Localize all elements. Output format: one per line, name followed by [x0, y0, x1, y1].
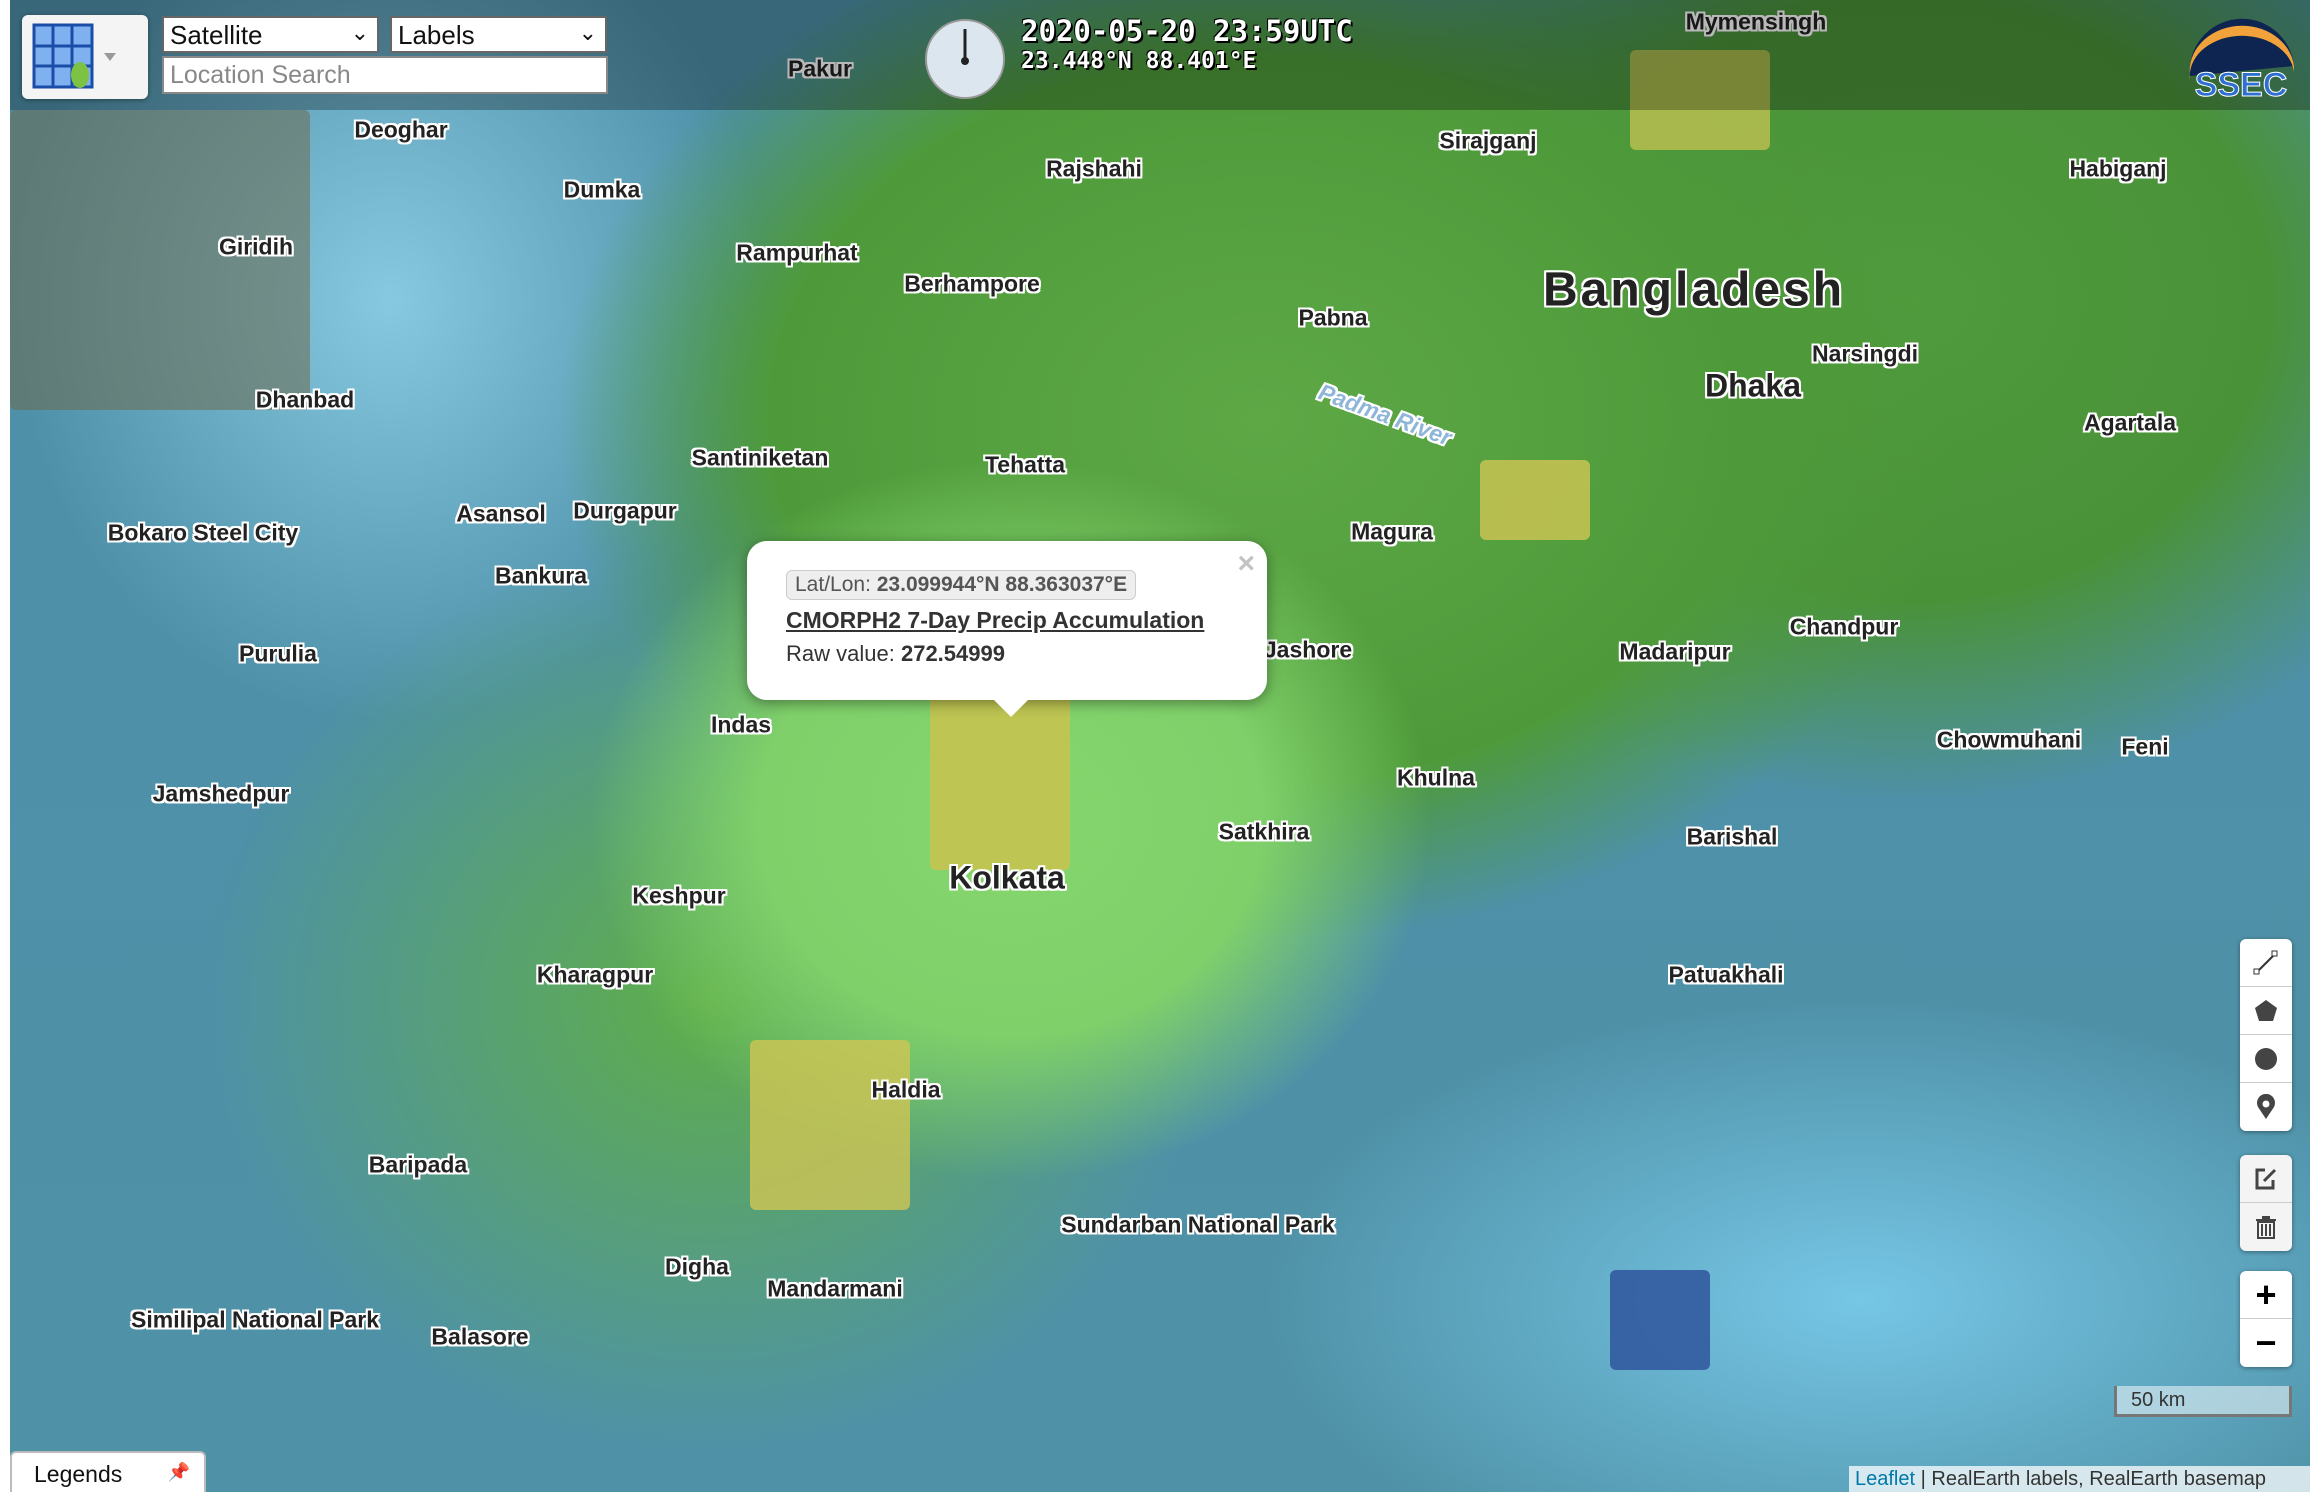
precip-dark-blue-area: [1610, 1270, 1710, 1370]
map-label: Dumka: [563, 176, 641, 203]
map-label: Bokaro Steel City: [107, 519, 299, 546]
map-canvas[interactable]: Bangladesh Dhaka Kolkata Khulna Rajshahi…: [10, 0, 2310, 1492]
basemap-select-value: Satellite: [170, 20, 263, 50]
land-satellite-area: [10, 110, 310, 410]
map-label: Balasore: [431, 1323, 529, 1350]
cursor-coords: 23.448°N 88.401°E: [1021, 48, 1257, 74]
map-label: Dhanbad: [255, 386, 355, 413]
map-label: Dhaka: [1704, 367, 1802, 404]
map-label: Asansol: [456, 500, 546, 527]
map-label: Sundarban National Park: [1061, 1211, 1335, 1238]
map-label: Deoghar: [354, 116, 448, 143]
map-label: Kolkata: [949, 859, 1065, 896]
raw-label: Raw value:: [786, 641, 895, 666]
leaflet-link[interactable]: Leaflet: [1855, 1468, 1916, 1490]
basemap-select[interactable]: Satellite ⌄: [162, 16, 379, 53]
chevron-down-icon: ⌄: [578, 20, 597, 45]
zoom-control: + −: [2240, 1271, 2292, 1367]
labels-select[interactable]: Labels ⌄: [390, 16, 607, 53]
precip-yellow-area: [1480, 460, 1590, 540]
polygon-icon[interactable]: [2240, 987, 2292, 1035]
map-label: Rampurhat: [736, 239, 858, 266]
left-edge: [0, 0, 10, 1492]
chevron-down-icon: ⌄: [350, 20, 369, 45]
clock-icon[interactable]: [925, 19, 1005, 99]
map-label: Digha: [665, 1253, 729, 1280]
map-label: Tehatta: [984, 451, 1066, 478]
edit-icon[interactable]: [2240, 1155, 2292, 1203]
map-label: Purulia: [239, 640, 317, 667]
map-label: Keshpur: [632, 882, 726, 909]
map-label: Magura: [1351, 518, 1433, 545]
map-label: Rajshahi: [1046, 155, 1142, 182]
popup-raw-value: Raw value: 272.54999: [786, 641, 1005, 667]
map-label: Jashore: [1263, 636, 1353, 663]
zoom-in-button[interactable]: +: [2240, 1271, 2292, 1319]
attribution: Leaflet | RealEarth labels, RealEarth ba…: [1849, 1466, 2310, 1492]
ssec-logo: SSEC: [2182, 16, 2300, 105]
latlon-value: 23.099944°N 88.363037°E: [876, 573, 1128, 596]
marker-icon[interactable]: [2240, 1083, 2292, 1131]
attribution-text: | RealEarth labels, RealEarth basemap: [1915, 1468, 2266, 1490]
map-label: Durgapur: [573, 497, 677, 524]
map-label: Khulna: [1397, 764, 1475, 791]
map-label: Jamshedpur: [152, 780, 290, 807]
map-label: Berhampore: [904, 270, 1040, 297]
labels-select-value: Labels: [398, 20, 475, 50]
map-label: Agartala: [2083, 409, 2177, 436]
trash-icon[interactable]: [2240, 1203, 2292, 1251]
map-label: Pakur: [788, 55, 852, 82]
map-label: Haldia: [871, 1076, 941, 1103]
map-label: Feni: [2121, 733, 2169, 760]
layer-grid-icon: [32, 23, 116, 89]
map-label: Patuakhali: [1668, 961, 1784, 988]
zoom-out-button[interactable]: −: [2255, 1322, 2277, 1363]
latlon-label: Lat/Lon:: [795, 573, 871, 596]
map-label: Similipal National Park: [131, 1306, 379, 1333]
map-label: Santiniketan: [691, 444, 829, 471]
popup-latlon: Lat/Lon: 23.099944°N 88.363037°E: [786, 570, 1137, 600]
map-label: Baripada: [368, 1151, 468, 1178]
scale-bar: 50 km: [2114, 1386, 2292, 1417]
map-label: Narsingdi: [1811, 340, 1919, 367]
map-label: Sirajganj: [1439, 127, 1537, 154]
raw-value: 272.54999: [900, 641, 1005, 666]
datetime-display: 2020-05-20 23:59UTC: [1021, 14, 1353, 48]
map-label: Habiganj: [2069, 155, 2167, 182]
river-label: Padma River: [1315, 378, 1456, 451]
location-search-input[interactable]: Location Search: [162, 56, 608, 94]
legends-label: Legends: [34, 1461, 123, 1487]
svg-text:SSEC: SSEC: [2195, 66, 2288, 102]
legends-button[interactable]: Legends 📌: [10, 1451, 206, 1492]
map-label: Chandpur: [1789, 613, 1899, 640]
map-label: Pabna: [1298, 304, 1368, 331]
map-label: Indas: [710, 711, 772, 738]
circle-icon[interactable]: [2240, 1035, 2292, 1083]
precip-yellow-area: [750, 1040, 910, 1210]
map-label: Bankura: [494, 562, 588, 589]
precip-yellow-area: [930, 690, 1070, 870]
value-popup: × Lat/Lon: 23.099944°N 88.363037°E CMORP…: [747, 541, 1267, 717]
edit-toolbar: [2240, 1155, 2292, 1251]
layer-menu-button[interactable]: [22, 15, 148, 99]
map-label: Madaripur: [1619, 638, 1731, 665]
map-label: Satkhira: [1218, 818, 1310, 845]
draw-toolbar: [2240, 939, 2292, 1131]
map-label: Bangladesh: [1542, 263, 1846, 317]
map-label: Giridih: [218, 233, 294, 260]
map-label: Mandarmani: [767, 1275, 903, 1302]
popup-layer-link[interactable]: CMORPH2 7-Day Precip Accumulation: [786, 607, 1205, 633]
popup-close-button[interactable]: ×: [1237, 547, 1255, 580]
pin-icon[interactable]: 📌: [167, 1462, 190, 1482]
precip-yellow-area: [1630, 50, 1770, 150]
map-label: Barishal: [1686, 823, 1778, 850]
map-label: Kharagpur: [536, 961, 654, 988]
polyline-icon[interactable]: [2240, 939, 2292, 987]
map-label: Chowmuhani: [1936, 726, 2082, 753]
map-label: Mymensingh: [1685, 8, 1827, 35]
